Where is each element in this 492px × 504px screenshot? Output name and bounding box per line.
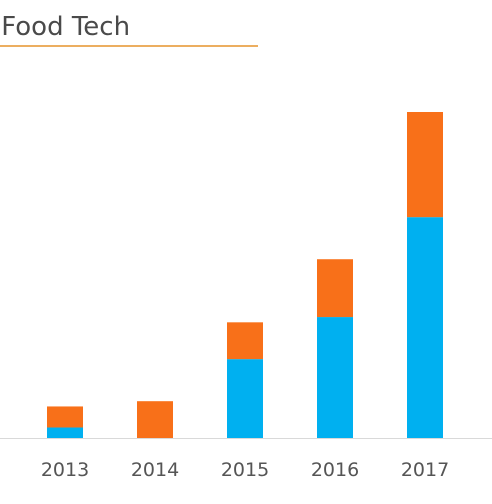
x-tick-label-2017: 2017 [401, 459, 449, 481]
bar-2013-series-2 [47, 406, 83, 428]
bar-2017-series-2 [407, 112, 443, 218]
x-axis-ticks: 201220132014201520162017 [41, 459, 449, 481]
bars [47, 112, 443, 438]
x-tick-label-2016: 2016 [311, 459, 359, 481]
chart-title: iFood Tech [0, 12, 130, 42]
bar-2014-series-2 [137, 401, 173, 438]
x-tick-label-2015: 2015 [221, 459, 269, 481]
bar-2015-series-2 [227, 322, 263, 360]
bar-2013-series-1 [47, 427, 83, 438]
bar-2017-series-1 [407, 217, 443, 438]
x-tick-label-2013: 2013 [41, 459, 89, 481]
bar-2016-series-2 [317, 259, 353, 318]
x-tick-label-2014: 2014 [131, 459, 179, 481]
bar-2016-series-1 [317, 317, 353, 438]
bar-2015-series-1 [227, 359, 263, 438]
